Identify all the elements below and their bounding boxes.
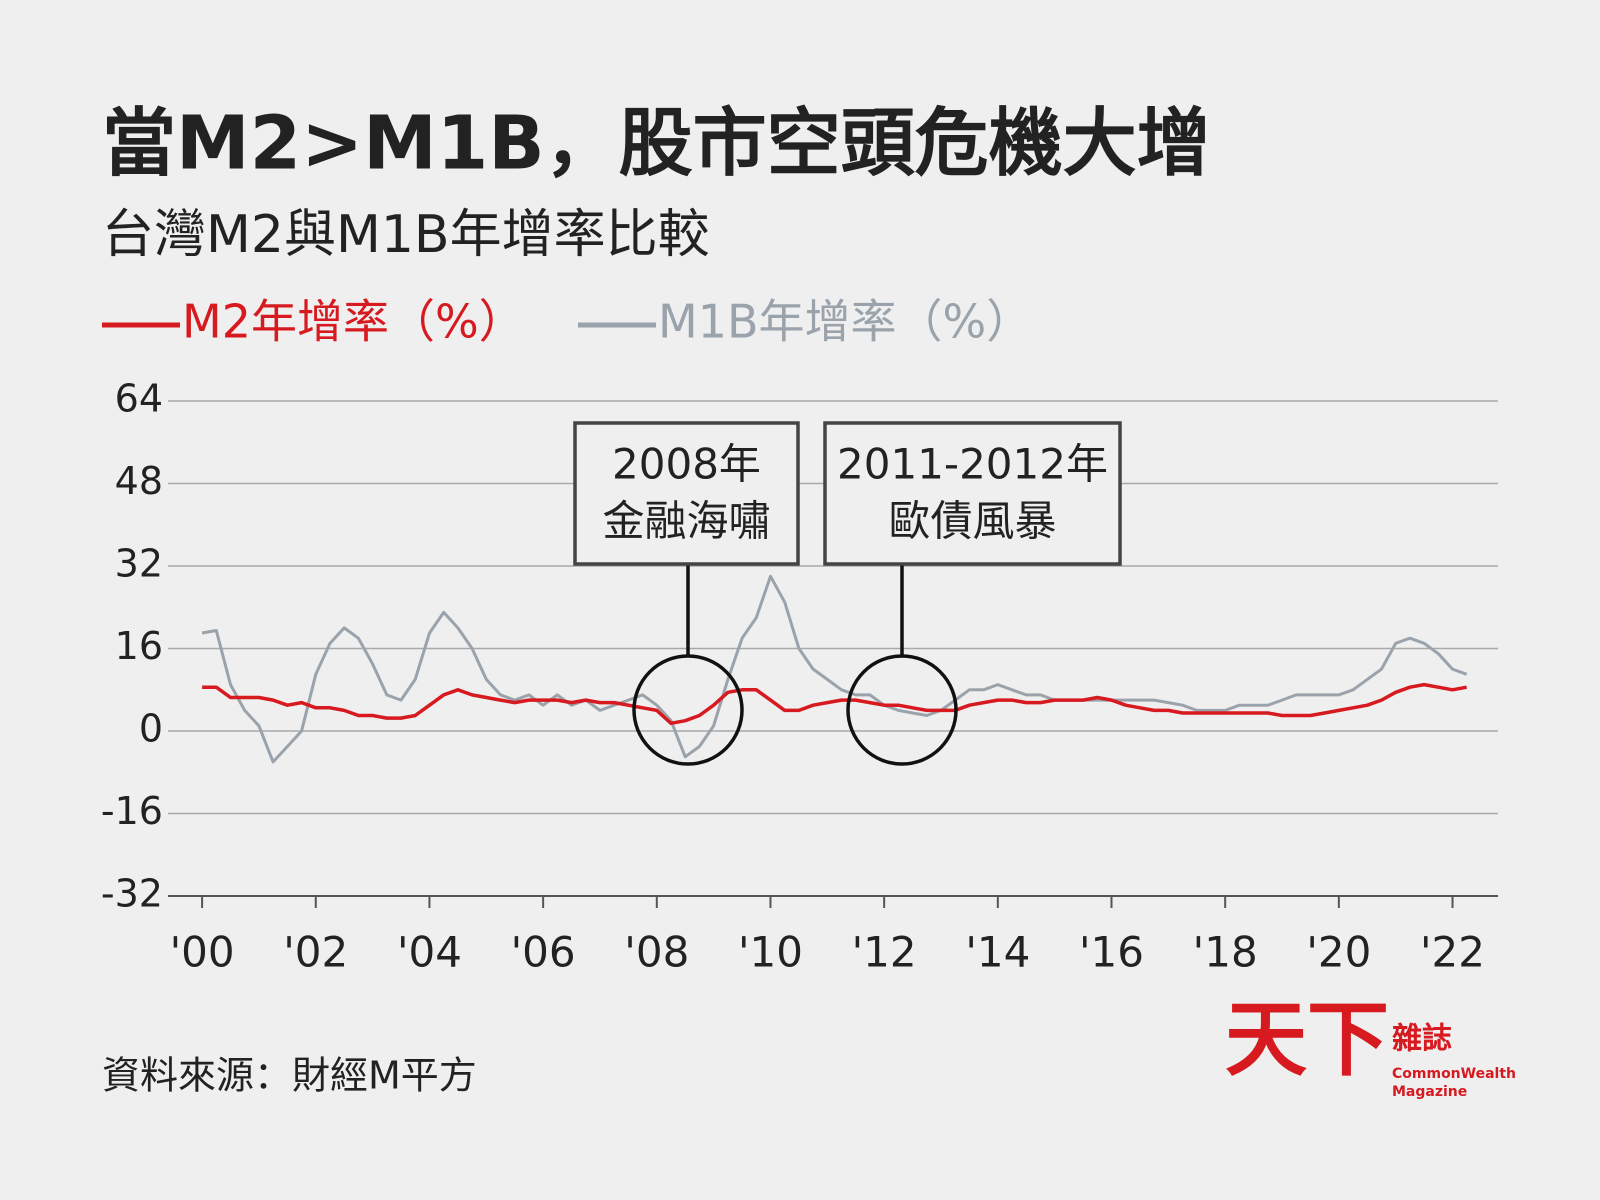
y-tick-label: -16 <box>101 789 163 833</box>
y-tick-label: 16 <box>115 624 163 668</box>
x-tick-label: '22 <box>1420 928 1485 977</box>
y-tick-label: 64 <box>115 377 163 421</box>
y-tick-label: 32 <box>115 542 163 586</box>
x-tick-label: '14 <box>965 928 1030 977</box>
callout-box <box>573 421 800 566</box>
x-tick-label: '18 <box>1193 928 1258 977</box>
x-tick-label: '12 <box>852 928 917 977</box>
x-tick-label: '02 <box>283 928 348 977</box>
x-tick-label: '06 <box>511 928 576 977</box>
x-tick-label: '10 <box>738 928 803 977</box>
chart-title: 當M2>M1B，股市空頭危機大增 <box>102 101 1211 187</box>
y-tick-label: 0 <box>139 707 163 751</box>
legend-label: M2年增率（%） <box>182 295 525 349</box>
series-line <box>201 574 1468 764</box>
y-tick-label: -32 <box>101 872 163 916</box>
x-tick-label: '00 <box>170 928 235 977</box>
y-tick-label: 48 <box>115 459 163 503</box>
x-tick-label: '20 <box>1306 928 1371 977</box>
chart-subtitle: 台灣M2與M1B年增率比較 <box>102 205 710 265</box>
callout-text: 2008年 <box>612 440 761 489</box>
logo-side: 雜誌 <box>1392 1022 1452 1057</box>
x-tick-label: '16 <box>1079 928 1144 977</box>
callout-text: 金融海嘯 <box>602 497 770 546</box>
x-tick-label: '08 <box>624 928 689 977</box>
x-tick-label: '04 <box>397 928 462 977</box>
callout-text: 歐債風暴 <box>888 497 1056 546</box>
callout-box <box>823 421 1122 566</box>
legend-label: M1B年增率（%） <box>658 295 1032 349</box>
source-note: 資料來源：財經M平方 <box>102 1054 477 1098</box>
logo-english: Magazine <box>1392 1084 1467 1100</box>
logo-english: CommonWealth <box>1392 1066 1516 1082</box>
logo-main: 天下 <box>1225 992 1389 1087</box>
callout-text: 2011-2012年 <box>837 440 1108 489</box>
series-line <box>202 682 1468 726</box>
